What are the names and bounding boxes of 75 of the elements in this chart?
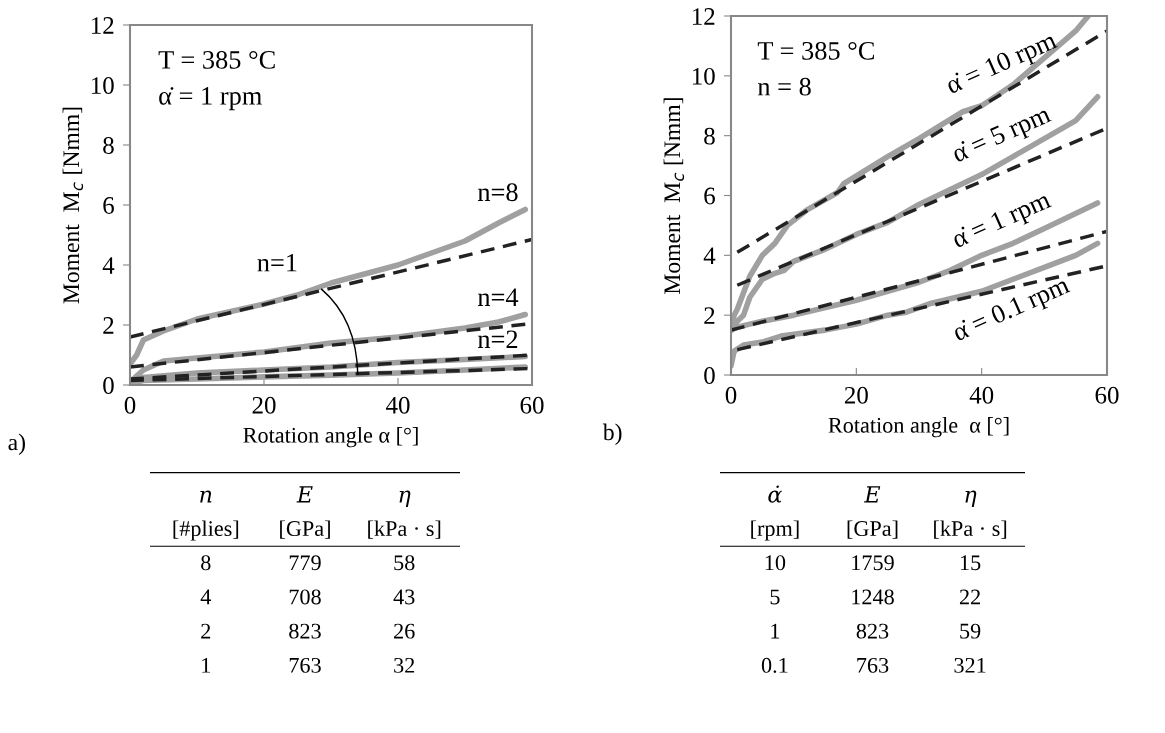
- y-tick-label: 10: [91, 77, 114, 94]
- y-tick-label: 2: [704, 307, 715, 324]
- text: α̇: [768, 485, 782, 503]
- text: 0.1: [761, 657, 788, 673]
- text: 26: [394, 623, 415, 639]
- text: α̇ = 10 rpm: [944, 30, 1060, 99]
- text: a): [8, 433, 25, 456]
- y-tick-label: 8: [704, 127, 715, 145]
- x-tick-label: 20: [844, 386, 868, 404]
- text: E: [864, 486, 881, 503]
- y-tick-label: 12: [91, 17, 114, 34]
- x-tick-label: 0: [725, 386, 737, 404]
- text: 1: [202, 657, 211, 673]
- x-tick-label: 0: [124, 396, 136, 414]
- text: [kPa · s]: [368, 520, 441, 539]
- text: α̇ = 1 rpm: [950, 190, 1054, 254]
- text: 8: [201, 555, 211, 571]
- text: 321: [954, 657, 986, 673]
- x-tick-label: 60: [1095, 386, 1119, 404]
- text: 22: [959, 589, 980, 605]
- x-tick-label: 60: [520, 396, 544, 414]
- text: 708: [289, 589, 321, 605]
- text: [GPa]: [847, 520, 898, 539]
- text: 59: [960, 623, 981, 639]
- series-label: n=2: [477, 330, 518, 348]
- y-tick-label: 8: [103, 137, 114, 154]
- text: n=1: [257, 253, 297, 272]
- text: [#plies]: [173, 520, 239, 541]
- x-tick-label: 40: [969, 386, 994, 404]
- text: 5: [770, 589, 780, 605]
- x-axis-title: Rotation angle α [°]: [828, 417, 1009, 438]
- annotation: T = 385 °C: [158, 50, 275, 69]
- annotation: α̇ = 1 rpm: [159, 87, 262, 111]
- x-tick-label: 40: [385, 396, 410, 414]
- text: 58: [394, 555, 415, 571]
- y-tick-label: 2: [103, 317, 114, 334]
- x-tick-label: 20: [252, 396, 276, 414]
- text: 2: [201, 623, 211, 639]
- text: [GPa]: [280, 520, 330, 539]
- x-axis-title: Rotation angle α [°]: [243, 427, 418, 448]
- annotation: T = 385 °C: [757, 41, 874, 60]
- series-label: n=4: [477, 288, 519, 306]
- text: 823: [856, 623, 889, 639]
- text: 15: [960, 555, 981, 571]
- text: 823: [289, 623, 321, 639]
- text: 1: [771, 623, 780, 639]
- y-tick-label: 0: [704, 367, 715, 384]
- y-axis-title: Moment M$_{c}$ [Nmm]: [663, 98, 685, 294]
- y-tick-label: 6: [704, 187, 715, 205]
- y-tick-label: 6: [103, 197, 114, 214]
- text: b): [602, 423, 622, 446]
- text: 10: [765, 555, 786, 571]
- text: 4: [200, 589, 212, 605]
- y-tick-label: 4: [703, 247, 716, 265]
- text: 1248: [852, 589, 894, 605]
- y-tick-label: 10: [692, 67, 715, 85]
- text: η: [399, 490, 411, 508]
- text: α̇ = 5 rpm: [950, 104, 1054, 168]
- text: 32: [394, 657, 415, 673]
- text: 43: [393, 589, 415, 605]
- y-tick-label: 12: [692, 8, 715, 25]
- y-axis-title: Moment M$_{c}$ [Nmm]: [62, 107, 84, 304]
- text: E: [296, 486, 313, 503]
- text: α̇ = 0.1 rpm: [951, 275, 1073, 347]
- text: n: [200, 490, 212, 503]
- text: 779: [289, 555, 321, 571]
- text: [rpm]: [751, 520, 799, 541]
- y-tick-label: 4: [102, 257, 115, 274]
- series-label: n=8: [477, 183, 518, 202]
- text: [kPa · s]: [934, 520, 1007, 539]
- text: η: [965, 490, 977, 508]
- text: 1759: [852, 555, 894, 571]
- text: 763: [289, 657, 321, 673]
- annotation: n = 8: [757, 77, 811, 96]
- text: 763: [857, 657, 889, 673]
